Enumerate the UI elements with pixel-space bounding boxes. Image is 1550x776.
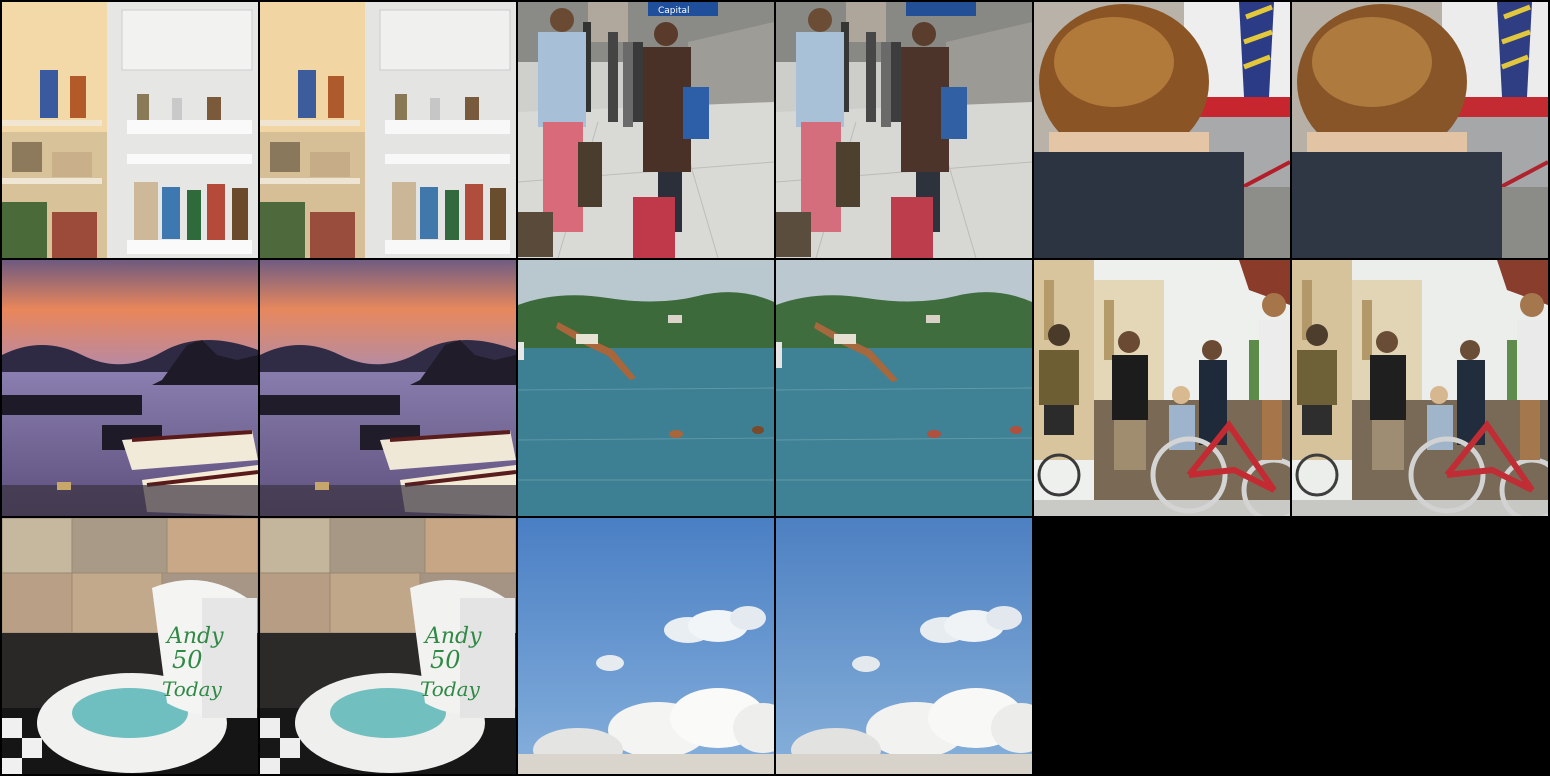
tile-bicycles-reconstruction [1292, 260, 1548, 516]
bicycles-image [1034, 260, 1290, 516]
tile-cake-reconstruction: Andy 50 Today [260, 518, 516, 774]
tile-boy-original [1034, 2, 1290, 258]
bicycles-image [1292, 260, 1548, 516]
street-image: Capital [518, 2, 774, 258]
sky-image [776, 518, 1032, 774]
boy-image [1034, 2, 1290, 258]
cake-text-line-2: 50 [172, 646, 203, 674]
street-sign-text: Capital [658, 6, 690, 16]
cake-text-line-2: 50 [430, 646, 461, 674]
cake-text-line-1: Andy [165, 624, 224, 649]
tile-street-reconstruction [776, 2, 1032, 258]
tile-fridge-original [2, 2, 258, 258]
tile-sunset-reconstruction [260, 260, 516, 516]
street-image [776, 2, 1032, 258]
cake-text-line-1: Andy [423, 624, 482, 649]
tile-diver-original [518, 260, 774, 516]
sunset-image [260, 260, 516, 516]
tile-diver-reconstruction [776, 260, 1032, 516]
fridge-image [2, 2, 258, 258]
empty-grid-area [1034, 518, 1548, 774]
tile-sky-reconstruction [776, 518, 1032, 774]
diver-image [776, 260, 1032, 516]
diver-image [518, 260, 774, 516]
tile-sky-original [518, 518, 774, 774]
tile-sunset-original [2, 260, 258, 516]
tile-cake-original: Andy 50 Today [2, 518, 258, 774]
tile-bicycles-original [1034, 260, 1290, 516]
cake-text-line-3: Today [162, 677, 223, 701]
tile-boy-reconstruction [1292, 2, 1548, 258]
cake-text-line-3: Today [420, 677, 481, 701]
tile-street-original: Capital [518, 2, 774, 258]
sky-image [518, 518, 774, 774]
cake-image: Andy 50 Today [2, 518, 258, 774]
sunset-image [2, 260, 258, 516]
cake-image: Andy 50 Today [260, 518, 516, 774]
boy-image [1292, 2, 1548, 258]
tile-fridge-reconstruction [260, 2, 516, 258]
fridge-image [260, 2, 516, 258]
